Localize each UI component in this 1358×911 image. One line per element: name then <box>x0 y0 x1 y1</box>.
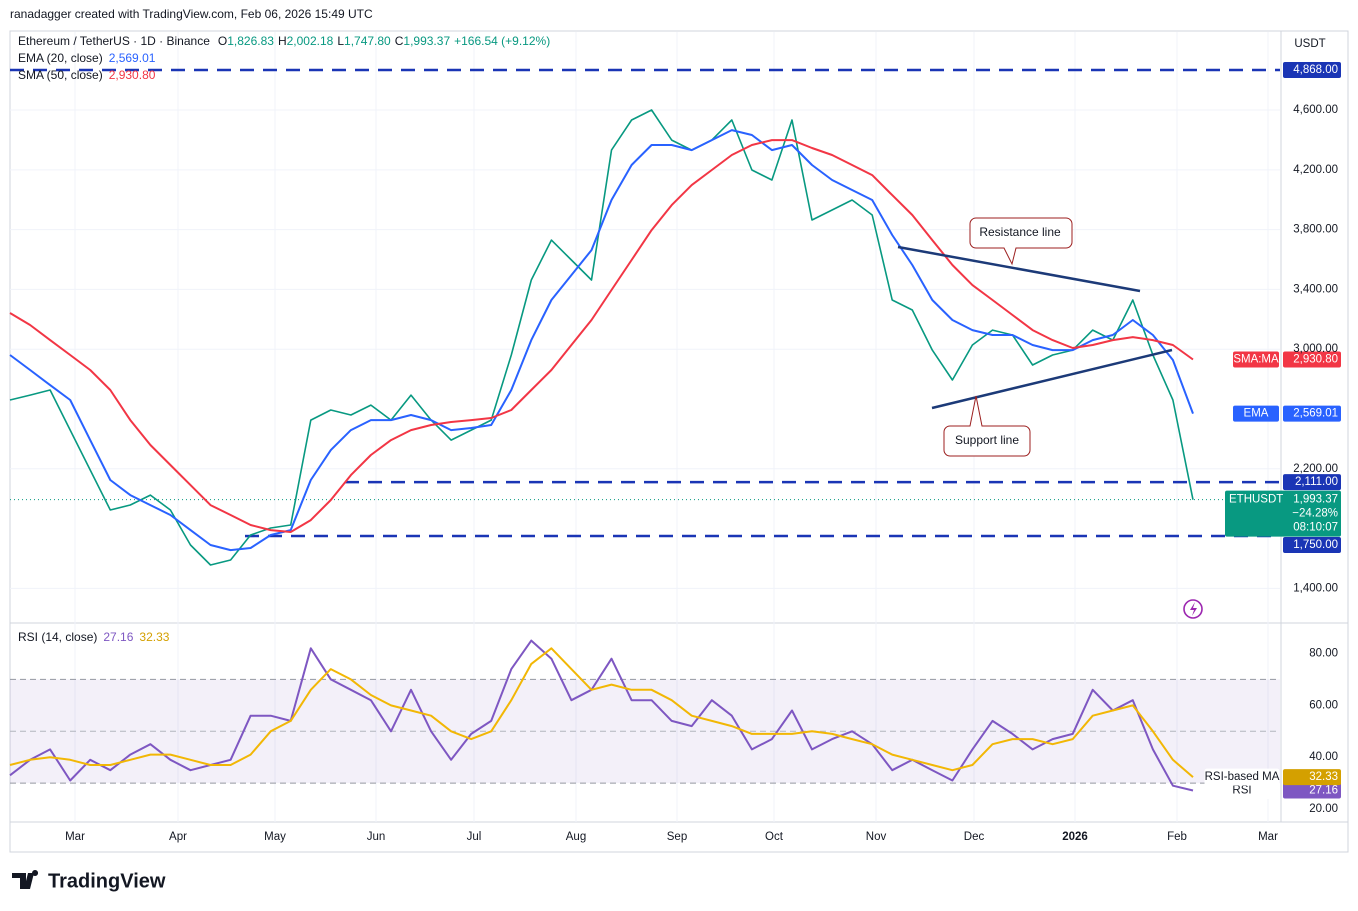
ohlc-value: 2,002.18 <box>287 34 334 48</box>
support-trendline <box>931 348 1173 410</box>
series-last-value: 2,930.80 <box>1293 354 1338 366</box>
currency: USDT <box>1294 38 1325 50</box>
price-tag-change: −24.28% <box>1292 508 1338 520</box>
symbol-title: Ethereum / TetherUS · 1D · Binance <box>18 34 210 48</box>
series-last-value: 32.33 <box>1309 771 1338 783</box>
x-tick-label: Feb <box>1167 831 1187 843</box>
x-tick-label: Apr <box>169 831 187 843</box>
legend-value: 2,930.80 <box>109 68 156 82</box>
x-tick-label: Aug <box>566 831 586 843</box>
y-tick-label: 4,600.00 <box>1293 104 1338 116</box>
header: ranadagger created with TradingView.com,… <box>10 7 373 21</box>
ohlc-value: 1,747.80 <box>344 34 391 48</box>
grid <box>10 32 1280 822</box>
annotation-box <box>943 395 1031 457</box>
annotation: Resistance line <box>979 225 1061 239</box>
series-last-value: 27.16 <box>1309 785 1338 797</box>
x-tick-label: Jul <box>467 831 482 843</box>
legend-name: SMA (50, close) <box>18 68 103 82</box>
level-label-box <box>1283 537 1341 554</box>
series-tag-name: EMA <box>1244 408 1269 420</box>
symbol-legend: Ethereum / TetherUS · 1D · Binance O1,826… <box>18 34 550 48</box>
resistance-trendline <box>897 245 1141 293</box>
plot <box>9 68 1280 792</box>
series-tag-name: RSI-based MA <box>1205 771 1280 783</box>
level-label: 2,111.00 <box>1295 476 1338 488</box>
level-label: 1,750.00 <box>1293 539 1338 551</box>
ema-legend: EMA (20, close) 2,569.01 <box>18 51 156 65</box>
series-last-value: 2,569.01 <box>1293 408 1338 420</box>
annotation: Support line <box>955 433 1019 447</box>
ohlc-label: L <box>337 34 344 48</box>
price-tag-value: 1,993.37 <box>1293 494 1338 506</box>
x-tick-label: Sep <box>667 831 687 843</box>
y-tick-label: 4,200.00 <box>1293 164 1338 176</box>
price-tag-box <box>1225 490 1341 537</box>
alert-icon-bolt <box>1190 602 1197 616</box>
sma-legend: SMA (50, close) 2,930.80 <box>18 68 156 82</box>
series-tag-box <box>1204 768 1280 786</box>
x-tick-label: Dec <box>964 831 985 843</box>
level-label: 4,868.00 <box>1293 64 1338 76</box>
series-line <box>9 109 1194 566</box>
series-tag-box <box>1233 351 1279 368</box>
y-tick-label: 2,200.00 <box>1293 463 1338 475</box>
series-last-value-box <box>1283 782 1341 799</box>
series-line <box>9 139 1194 533</box>
level-label-box <box>1283 474 1341 491</box>
series-tag-box <box>1233 405 1279 422</box>
y-tick-label: 20.00 <box>1309 803 1338 815</box>
y-tick-label: 80.00 <box>1309 648 1338 660</box>
legend-name: RSI (14, close) <box>18 630 97 644</box>
series-last-value-box <box>1283 351 1341 368</box>
y-tick-label: 40.00 <box>1309 751 1338 763</box>
ohlc-value: 1,993.37 <box>403 34 450 48</box>
y-tick-label: 60.00 <box>1309 699 1338 711</box>
price-tag-name: ETHUSDT <box>1229 494 1283 506</box>
x-tick-label: May <box>264 831 286 843</box>
y-tick-label: 3,000.00 <box>1293 343 1338 355</box>
price-tag-countdown: 08:10:07 <box>1293 522 1338 534</box>
x-tick-label: Mar <box>65 831 85 843</box>
series-line <box>9 647 1194 778</box>
x-tick-label: Nov <box>866 831 887 843</box>
series-last-value-box <box>1283 405 1341 422</box>
ohlc-value: 1,826.83 <box>227 34 274 48</box>
legend-value: 2,569.01 <box>109 51 156 65</box>
ohlc-label: O <box>218 34 227 48</box>
series-line <box>9 639 1194 792</box>
brand-logo <box>12 870 39 889</box>
level-label-box <box>1283 61 1341 78</box>
ohlc-label: H <box>278 34 287 48</box>
y-tick-label: 1,400.00 <box>1293 582 1338 594</box>
annotation-box <box>969 217 1073 266</box>
x-tick-label: Oct <box>765 831 784 843</box>
change: +166.54 (+9.12%) <box>454 34 550 48</box>
brand: TradingView <box>48 870 166 892</box>
legend-name: EMA (20, close) <box>18 51 103 65</box>
rsi-legend: RSI (14, close) 27.16 32.33 <box>18 630 170 644</box>
y-tick-label: 3,800.00 <box>1293 224 1338 236</box>
y-tick-label: 3,400.00 <box>1293 283 1338 295</box>
x-tick-label: Jun <box>367 831 386 843</box>
series-tag-name: RSI <box>1232 785 1251 797</box>
alert-icon[interactable] <box>1183 599 1203 619</box>
x-tick-label: 2026 <box>1062 831 1088 843</box>
series-line <box>9 129 1194 552</box>
scale-tags: 4,868.00 2,111.00 1,750.00 ETHUSDT 1,993.37 −… <box>1204 61 1341 799</box>
x-tick-label: Mar <box>1258 831 1278 843</box>
ohlc-label: C <box>395 34 404 48</box>
legend-value: 27.16 <box>103 630 133 644</box>
series-tag-name: SMA:MA <box>1233 354 1279 366</box>
series-last-value-box <box>1283 769 1341 786</box>
frame <box>9 30 1349 853</box>
legend-value: 32.33 <box>139 630 169 644</box>
